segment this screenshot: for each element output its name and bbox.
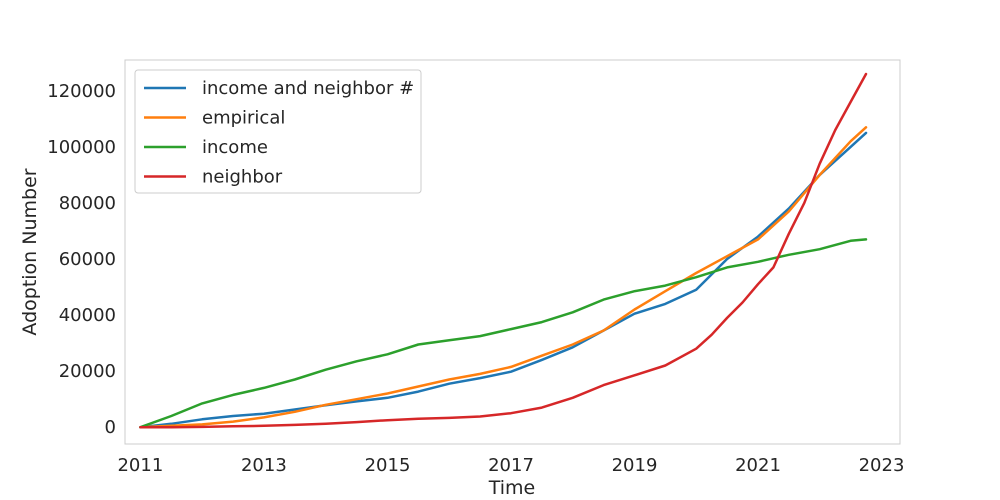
y-axis-label: Adoption Number	[19, 168, 41, 335]
y-tick-label: 0	[105, 417, 116, 438]
y-tick-label: 120000	[47, 81, 116, 102]
x-tick-label: 2017	[488, 455, 534, 476]
x-axis-ticks: 2011 2013 2015 2017 2019 2021 2023	[117, 455, 904, 476]
y-tick-label: 100000	[47, 137, 116, 158]
series-line-empirical	[139, 126, 868, 429]
legend-label: income and neighbor #	[202, 78, 414, 99]
x-tick-label: 2021	[735, 455, 781, 476]
x-tick-label: 2015	[365, 455, 411, 476]
series-lines	[139, 72, 868, 429]
series-line-neighbor	[139, 72, 868, 429]
y-tick-label: 40000	[59, 305, 116, 326]
legend-label: neighbor	[202, 167, 283, 188]
x-tick-label: 2011	[117, 455, 163, 476]
y-axis-ticks: 0 20000 40000 60000 80000 100000 120000	[47, 81, 116, 438]
x-tick-label: 2023	[859, 455, 905, 476]
y-tick-label: 80000	[59, 193, 116, 214]
x-axis-label: Time	[488, 477, 536, 499]
y-tick-label: 20000	[59, 361, 116, 382]
x-tick-label: 2019	[612, 455, 658, 476]
legend: income and neighbor # empirical income neig…	[134, 69, 422, 194]
series-line-income-and-neighbor	[139, 131, 868, 429]
legend-label: income	[202, 137, 268, 158]
x-tick-label: 2013	[241, 455, 287, 476]
legend-label: empirical	[202, 108, 285, 129]
y-tick-label: 60000	[59, 249, 116, 270]
legend-box	[134, 69, 422, 194]
series-line-income	[139, 238, 868, 429]
